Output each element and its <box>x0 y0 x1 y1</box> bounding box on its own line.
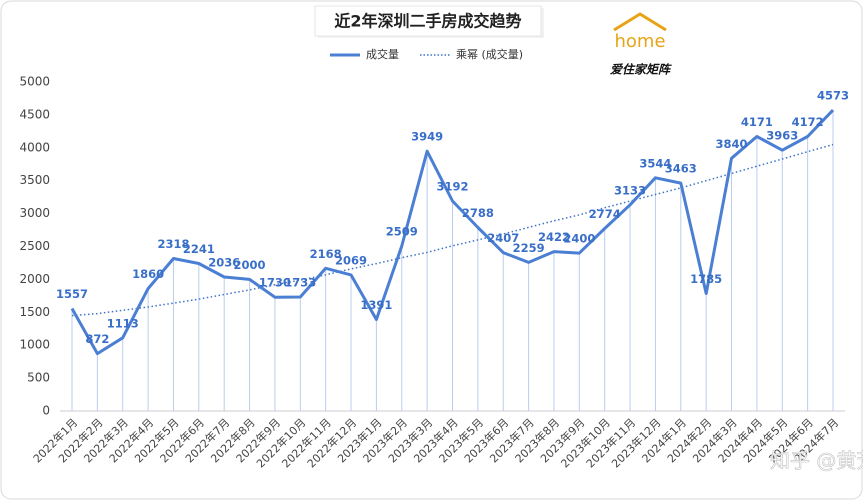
data-label: 2509 <box>386 224 418 238</box>
data-label: 1733 <box>284 275 316 289</box>
legend-label: 乘幂 (成交量) <box>456 47 523 61</box>
data-label: 3133 <box>614 183 646 197</box>
data-label: 2774 <box>589 207 621 221</box>
logo-roof <box>613 12 667 32</box>
data-label: 2400 <box>563 232 595 246</box>
y-tick-label: 4000 <box>19 140 50 154</box>
data-label: 3463 <box>665 162 697 176</box>
trend-line <box>71 143 834 317</box>
series-line <box>70 109 835 356</box>
data-label: 3544 <box>639 156 671 170</box>
y-tick-label: 2000 <box>19 272 50 286</box>
data-label: 4171 <box>741 115 773 129</box>
data-label: 2422 <box>538 230 570 244</box>
data-label: 872 <box>85 332 109 346</box>
data-label: 2318 <box>157 237 189 251</box>
data-label: 1391 <box>360 298 392 312</box>
data-label: 1860 <box>132 267 164 281</box>
data-label: 1557 <box>56 287 88 301</box>
chart-title: 近2年深圳二手房成交趋势 <box>334 12 521 31</box>
data-label: 2168 <box>310 247 342 261</box>
data-label: 3949 <box>411 130 443 144</box>
y-tick-label: 3500 <box>19 173 50 187</box>
y-tick-label: 1000 <box>19 338 50 352</box>
data-label: 3963 <box>766 129 798 143</box>
watermark: 知乎 @黄芳 <box>770 449 863 473</box>
y-tick-label: 1500 <box>19 305 50 319</box>
y-tick-label: 2500 <box>19 239 50 253</box>
data-label: 2036 <box>208 256 240 270</box>
y-tick-label: 3000 <box>19 206 50 220</box>
logo-brand: home <box>614 31 665 52</box>
legend-label: 成交量 <box>366 47 399 61</box>
data-label: 2241 <box>183 242 215 256</box>
data-label: 2000 <box>234 258 266 272</box>
logo-tag: 爱住家矩阵 <box>610 63 672 77</box>
data-label: 2259 <box>513 241 545 255</box>
y-tick-label: 0 <box>42 404 50 418</box>
data-label: 3192 <box>436 179 468 193</box>
y-tick-label: 4500 <box>19 107 50 121</box>
title-box <box>314 5 542 37</box>
data-label: 1113 <box>107 316 139 330</box>
data-label: 1730 <box>259 276 291 290</box>
y-tick-label: 500 <box>27 371 50 385</box>
data-label: 1785 <box>690 272 722 286</box>
data-label: 4573 <box>817 89 849 103</box>
data-label: 3840 <box>716 137 748 151</box>
data-label: 2788 <box>462 206 494 220</box>
data-label: 2407 <box>487 231 519 245</box>
data-label: 2069 <box>335 253 367 267</box>
data-label: 4172 <box>792 115 824 129</box>
y-tick-label: 5000 <box>19 75 50 89</box>
